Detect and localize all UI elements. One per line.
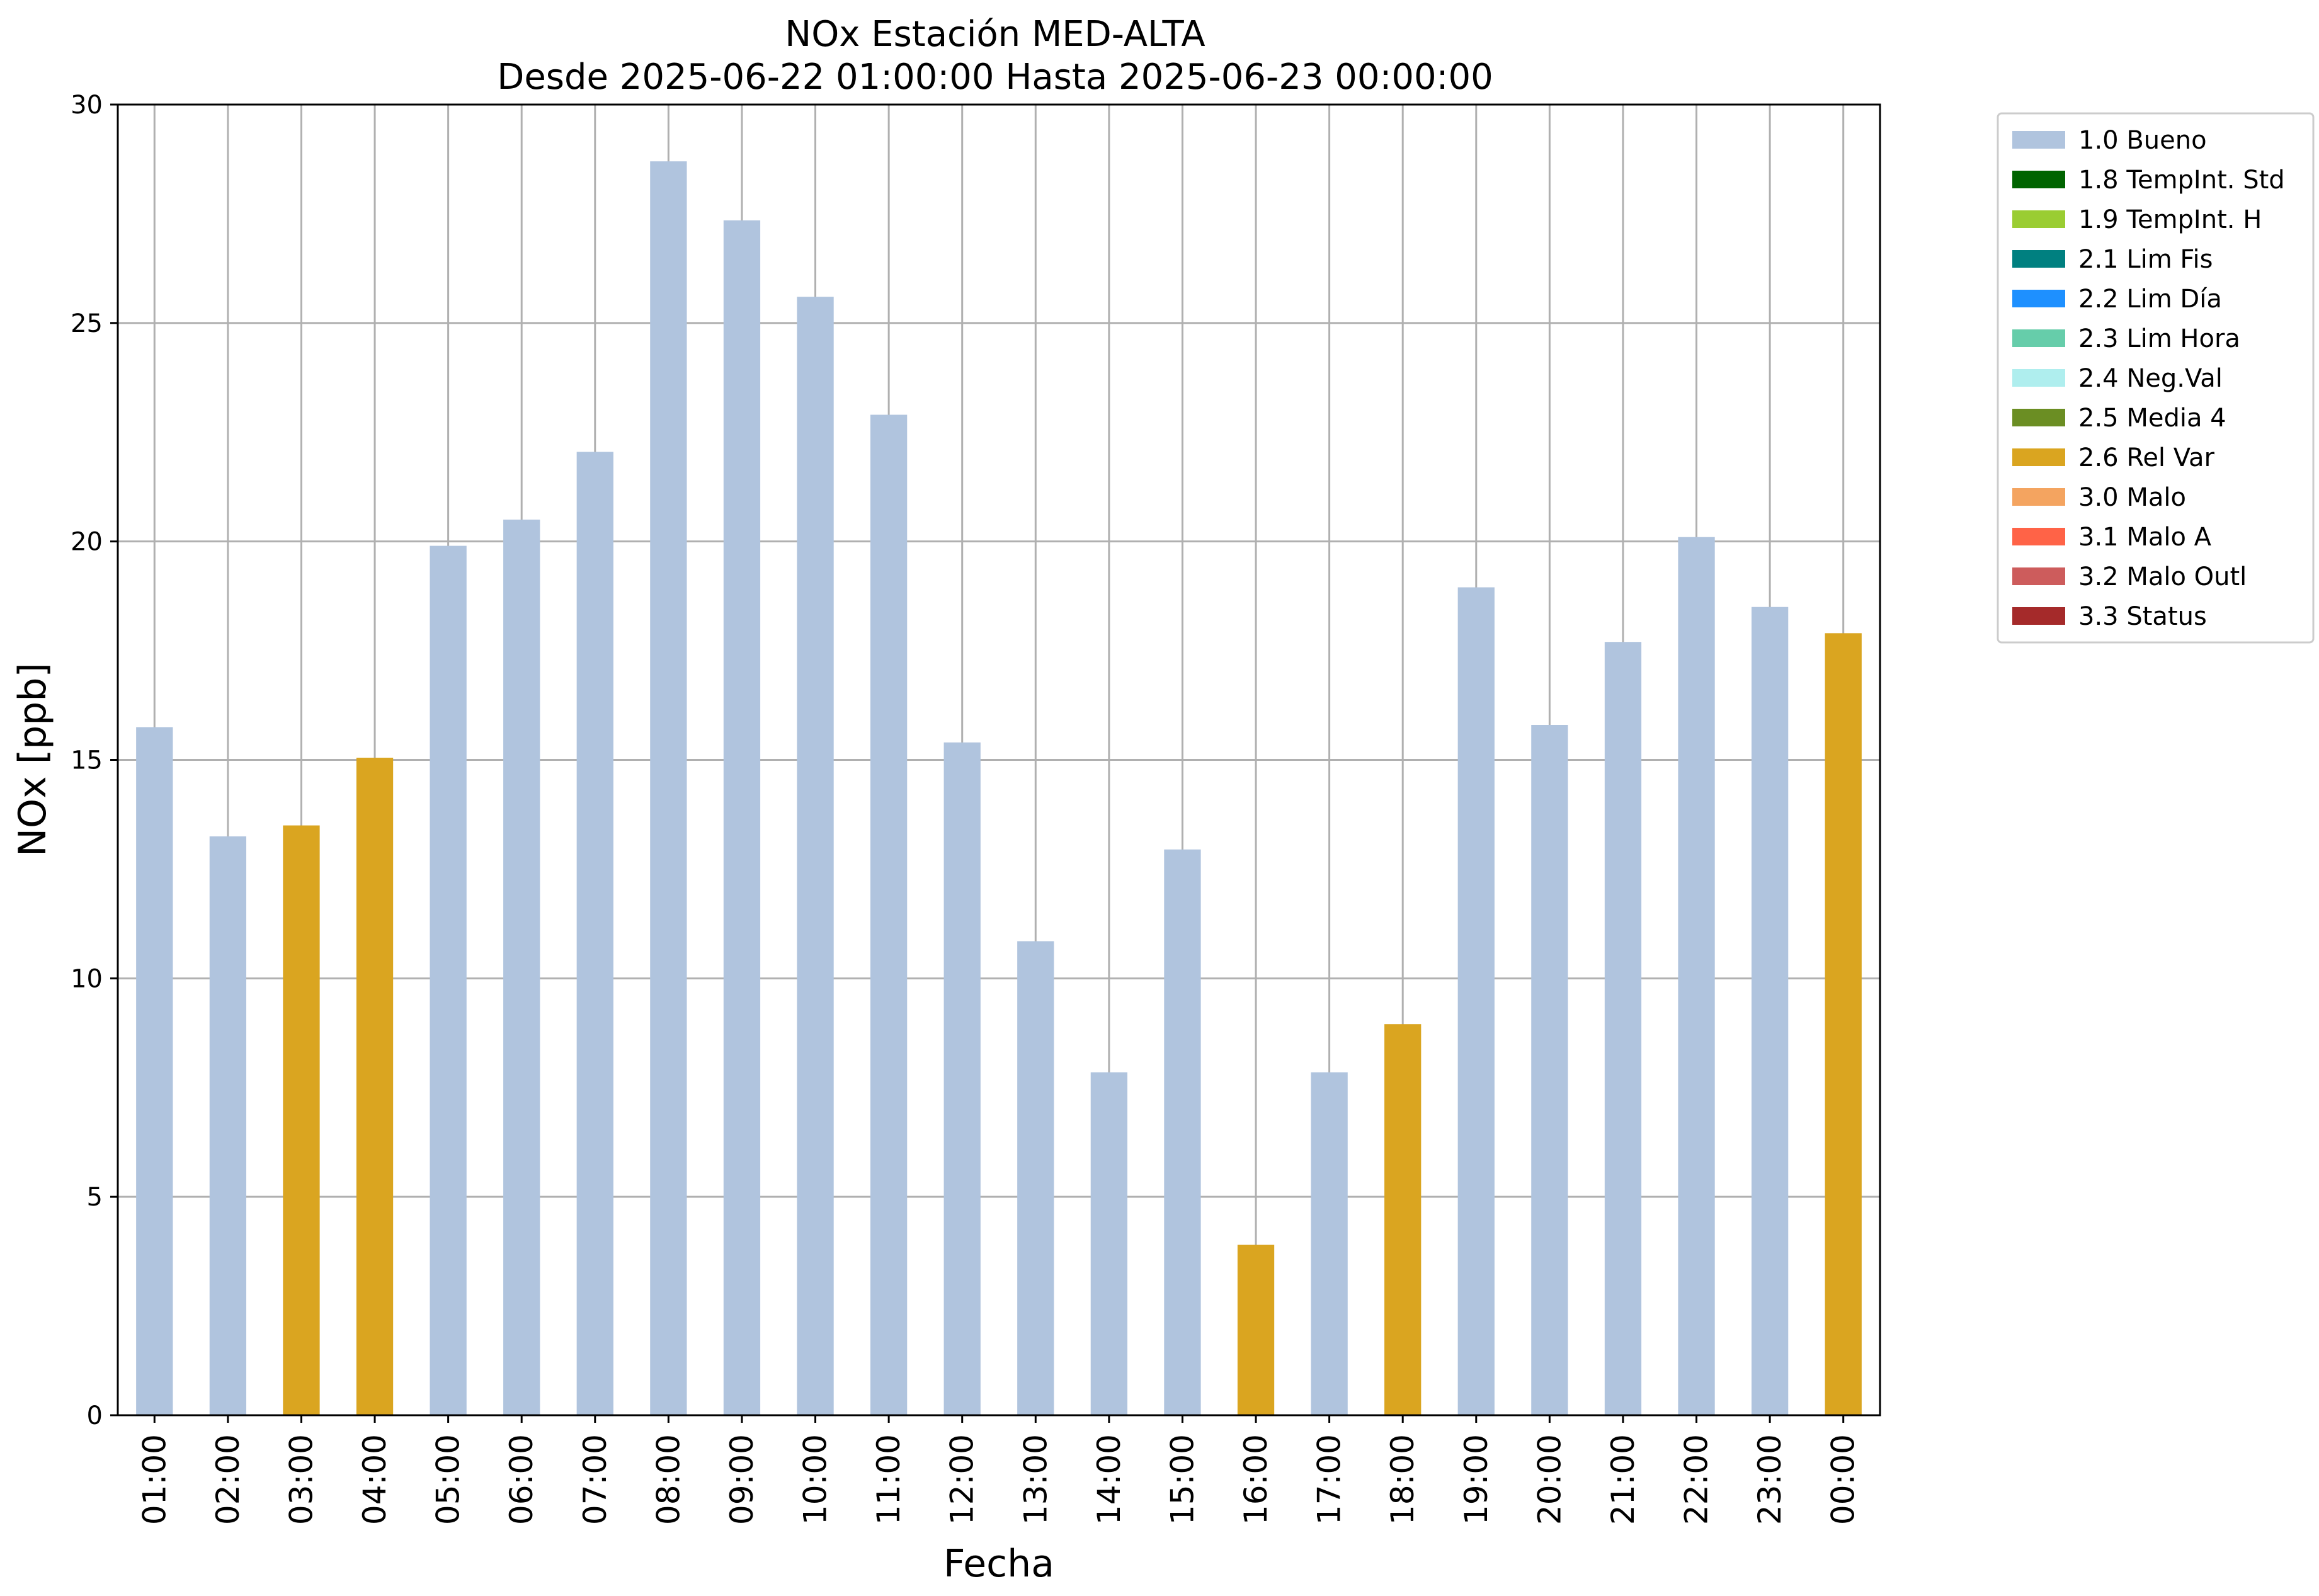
y-tick-label: 25 — [71, 309, 103, 338]
legend-swatch — [2012, 607, 2065, 625]
bar-0500 — [430, 545, 467, 1416]
bar-1800 — [1384, 1024, 1422, 1415]
legend-swatch — [2012, 171, 2065, 188]
x-axis-label: Fecha — [943, 1542, 1054, 1586]
bar-1500 — [1164, 849, 1201, 1415]
bar-0800 — [650, 161, 687, 1416]
legend-swatch — [2012, 448, 2065, 466]
x-tick-label: 09:00 — [724, 1434, 760, 1525]
x-tick-label: 05:00 — [430, 1434, 467, 1525]
legend-label: 2.2 Lim Día — [2078, 285, 2222, 314]
x-tick-label: 22:00 — [1678, 1434, 1715, 1525]
x-tick-label: 19:00 — [1458, 1434, 1495, 1525]
x-tick-label: 01:00 — [136, 1434, 173, 1525]
x-tick-label: 11:00 — [870, 1434, 907, 1525]
legend-label: 1.9 TempInt. H — [2078, 205, 2262, 234]
x-tick-label: 03:00 — [283, 1434, 319, 1525]
bar-2300 — [1751, 607, 1789, 1415]
x-tick-label: 20:00 — [1531, 1434, 1568, 1525]
x-tick-label: 17:00 — [1311, 1434, 1348, 1525]
bar-1400 — [1090, 1072, 1128, 1415]
bar-1100 — [870, 414, 908, 1415]
legend-swatch — [2012, 250, 2065, 268]
x-tick-label: 12:00 — [944, 1434, 981, 1525]
legend-swatch — [2012, 369, 2065, 387]
x-tick-label: 14:00 — [1091, 1434, 1127, 1525]
x-tick-label: 15:00 — [1164, 1434, 1200, 1525]
bar-1900 — [1457, 587, 1495, 1415]
legend-swatch — [2012, 290, 2065, 307]
x-axis: 01:00 02:00 03:00 04:00 05:00 06:00 07:00 08:00… — [136, 1415, 1862, 1525]
bar-1200 — [943, 742, 981, 1415]
legend-label: 2.3 Lim Hora — [2078, 324, 2240, 353]
bar-0000 — [1825, 633, 1862, 1415]
y-tick-label: 10 — [71, 964, 103, 993]
y-tick-label: 20 — [71, 528, 103, 557]
x-tick-label: 06:00 — [503, 1434, 540, 1525]
legend-label: 3.0 Malo — [2078, 483, 2186, 512]
bar-0900 — [723, 220, 761, 1415]
legend-label: 1.0 Bueno — [2078, 126, 2207, 155]
bar-0400 — [356, 758, 394, 1415]
bar-1700 — [1311, 1072, 1348, 1415]
bar-2200 — [1678, 537, 1715, 1415]
chart-subtitle: Desde 2025-06-22 01:00:00 Hasta 2025-06-… — [497, 57, 1493, 98]
bar-2000 — [1531, 725, 1568, 1415]
x-tick-label: 00:00 — [1825, 1434, 1862, 1525]
bars — [136, 161, 1862, 1416]
legend-swatch — [2012, 329, 2065, 347]
legend-swatch — [2012, 567, 2065, 585]
x-tick-label: 18:00 — [1384, 1434, 1421, 1525]
chart-title: NOx Estación MED-ALTA — [785, 14, 1205, 55]
bar-1600 — [1237, 1245, 1275, 1415]
legend-swatch — [2012, 528, 2065, 545]
bar-2100 — [1604, 642, 1642, 1416]
legend-swatch — [2012, 210, 2065, 228]
y-tick-label: 0 — [87, 1401, 103, 1430]
bar-1000 — [797, 297, 834, 1415]
legend-swatch — [2012, 409, 2065, 426]
y-tick-label: 15 — [71, 746, 103, 775]
legend-label: 2.4 Neg.Val — [2078, 364, 2223, 393]
x-tick-label: 07:00 — [577, 1434, 613, 1525]
x-tick-label: 23:00 — [1752, 1434, 1788, 1525]
y-axis: 0 5 10 15 20 25 30 — [71, 91, 118, 1430]
bar-0600 — [503, 519, 540, 1415]
bar-0100 — [136, 727, 173, 1415]
bar-0200 — [209, 836, 247, 1415]
x-tick-label: 08:00 — [650, 1434, 687, 1525]
legend: 1.0 Bueno 1.8 TempInt. Std 1.9 TempInt. H 2… — [1997, 112, 2315, 644]
bar-1300 — [1017, 941, 1054, 1415]
legend-label: 3.2 Malo Outl — [2078, 562, 2247, 591]
y-axis-label: NOx [ppb] — [11, 663, 55, 857]
legend-frame — [1997, 112, 2315, 644]
legend-label: 3.1 Malo A — [2078, 523, 2212, 552]
legend-label: 2.1 Lim Fis — [2078, 245, 2213, 274]
bar-0300 — [283, 825, 320, 1415]
legend-swatch — [2012, 488, 2065, 506]
x-tick-label: 02:00 — [210, 1434, 246, 1525]
legend-label: 3.3 Status — [2078, 602, 2207, 631]
legend-label: 1.8 TempInt. Std — [2078, 166, 2285, 195]
y-tick-label: 5 — [87, 1183, 103, 1212]
legend-swatch — [2012, 131, 2065, 149]
x-tick-label: 10:00 — [797, 1434, 834, 1525]
y-tick-label: 30 — [71, 91, 103, 120]
legend-label: 2.6 Rel Var — [2078, 443, 2215, 472]
x-tick-label: 16:00 — [1238, 1434, 1274, 1525]
x-tick-label: 21:00 — [1605, 1434, 1641, 1525]
bar-0700 — [576, 452, 613, 1415]
x-tick-label: 13:00 — [1017, 1434, 1054, 1525]
legend-label: 2.5 Media 4 — [2078, 404, 2226, 433]
x-tick-label: 04:00 — [356, 1434, 393, 1525]
